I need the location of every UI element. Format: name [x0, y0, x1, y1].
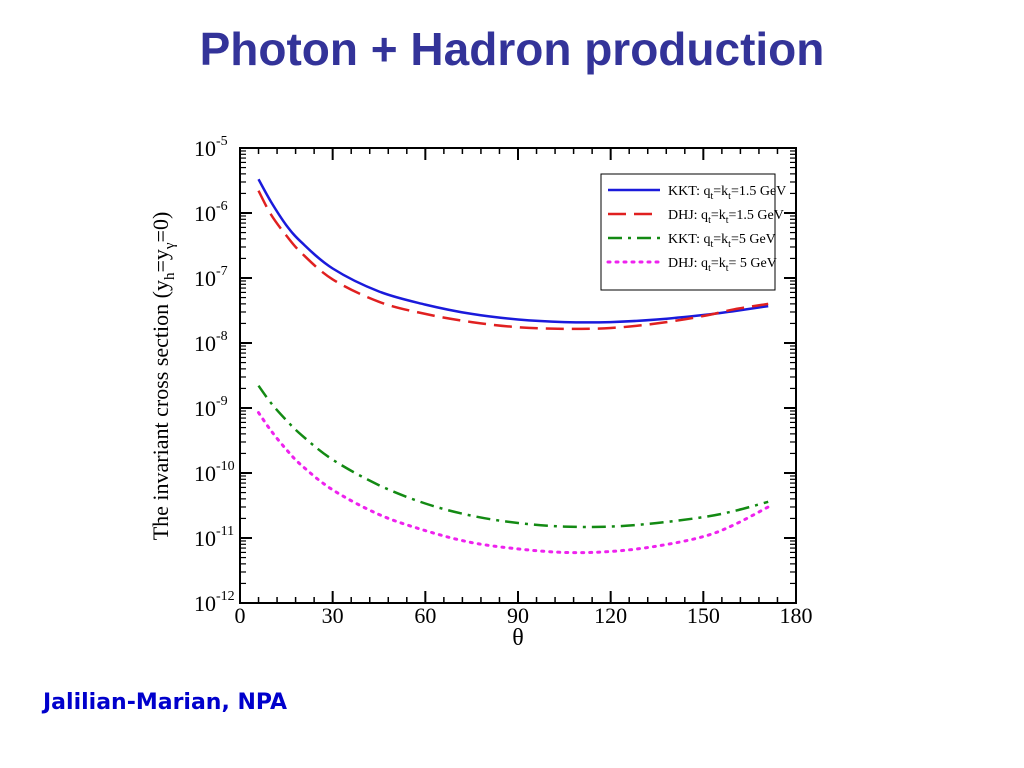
legend-label: KKT: qt=kt=1.5 GeV	[668, 184, 786, 202]
series-line-4	[257, 411, 770, 555]
y-tick-exponent: -12	[216, 589, 235, 604]
y-tick-base: 10	[194, 526, 216, 551]
legend-label: DHJ: qt=kt= 5 GeV	[668, 256, 777, 274]
y-tick-exponent: -10	[216, 459, 235, 474]
legend-label: KKT: qt=kt=5 GeV	[668, 232, 776, 250]
legend-label-part: t	[708, 215, 711, 226]
legend-label-part: t	[728, 239, 731, 250]
axis-ticks	[239, 147, 797, 604]
x-tick-labels: 0 30 60 90 120 150 180	[235, 603, 813, 628]
legend-label-part: DHJ: q	[668, 256, 708, 271]
series-line-2	[257, 190, 769, 331]
y-axis-label-sub-h: h	[162, 272, 178, 280]
y-tick-label: 10-8	[194, 329, 228, 356]
legend-label-part: t	[728, 191, 731, 202]
series-lines	[257, 178, 770, 555]
y-tick-exponent: -11	[216, 524, 234, 539]
y-tick-base: 10	[194, 591, 216, 616]
y-axis-label-prefix: The invariant cross section (y	[148, 280, 173, 540]
legend-label: DHJ: qt=kt=1.5 GeV	[668, 208, 784, 226]
x-tick-label: 0	[235, 603, 246, 628]
y-tick-base: 10	[194, 136, 216, 161]
y-tick-base: 10	[194, 266, 216, 291]
series-line-3	[257, 384, 769, 529]
y-tick-label: 10-12	[194, 589, 235, 616]
y-tick-base: 10	[194, 461, 216, 486]
x-tick-label: 180	[780, 603, 813, 628]
slide-title: Photon + Hadron production	[199, 23, 825, 75]
y-tick-exponent: -6	[216, 199, 228, 214]
citation: Jalilian-Marian, NPA	[43, 690, 288, 715]
legend-label-part: =1.5 GeV	[729, 208, 784, 223]
legend-label-part: t	[708, 263, 711, 274]
x-tick-label: 60	[414, 603, 436, 628]
y-tick-exponent: -5	[216, 134, 228, 149]
y-tick-base: 10	[194, 396, 216, 421]
legend-label-part: =k	[713, 184, 728, 199]
x-tick-label: 150	[687, 603, 720, 628]
y-tick-label: 10-11	[194, 524, 234, 551]
y-tick-exponent: -7	[216, 264, 228, 279]
legend-label-part: t	[710, 191, 713, 202]
legend-box	[600, 173, 776, 291]
legend-label-part: =5 GeV	[731, 232, 776, 247]
y-tick-base: 10	[194, 331, 216, 356]
y-axis-label-sub-gamma: γ	[162, 242, 178, 250]
x-tick-label: 30	[322, 603, 344, 628]
legend-label-part: =k	[713, 232, 728, 247]
y-tick-label: 10-7	[194, 264, 228, 291]
legend-label-part: =k	[711, 256, 726, 271]
legend-label-part: =k	[711, 208, 726, 223]
y-tick-label: 10-5	[194, 134, 228, 161]
x-axis-label: θ	[512, 625, 524, 651]
y-axis-label: The invariant cross section (yh=yγ=0)	[148, 212, 178, 541]
legend-label-part: = 5 GeV	[729, 256, 777, 271]
series-line-1	[257, 178, 769, 324]
x-tick-label: 120	[594, 603, 627, 628]
y-tick-label: 10-6	[194, 199, 228, 226]
legend-label-part: DHJ: q	[668, 208, 708, 223]
y-tick-label: 10-9	[194, 394, 228, 421]
legend-label-part: =1.5 GeV	[731, 184, 786, 199]
y-tick-base: 10	[194, 201, 216, 226]
legend-label-part: t	[710, 239, 713, 250]
legend-label-part: KKT: q	[668, 184, 710, 199]
legend-label-part: t	[726, 215, 729, 226]
x-tick-label: 90	[507, 603, 529, 628]
y-tick-label: 10-10	[194, 459, 235, 486]
y-axis-label-suffix: =0)	[148, 212, 173, 243]
y-axis-label-mid: =y	[148, 249, 173, 272]
legend-label-part: t	[726, 263, 729, 274]
y-tick-exponent: -8	[216, 329, 228, 344]
y-tick-exponent: -9	[216, 394, 228, 409]
legend-label-part: KKT: q	[668, 232, 710, 247]
